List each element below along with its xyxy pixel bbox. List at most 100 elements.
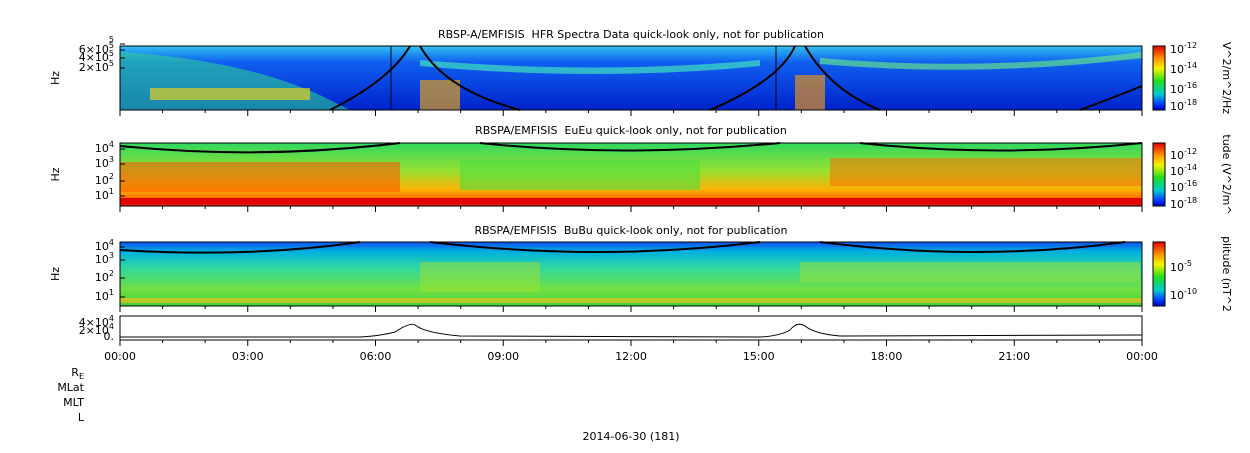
label-base: 10 — [95, 157, 109, 170]
date-label: 2014-06-30 (181) — [582, 430, 679, 443]
y-axis-label: Hz — [49, 167, 62, 181]
colorbar-tick-label: 10-5 — [1170, 259, 1192, 275]
label-subscript: E — [79, 372, 84, 381]
y-tick-label: 2×104 — [79, 322, 114, 338]
label-exponent: 5 — [109, 49, 114, 58]
x-tick-label: 15:00 — [743, 350, 775, 363]
spectrogram-bubu — [119, 241, 1142, 306]
label-exponent: -14 — [1184, 163, 1197, 172]
colorbar — [1152, 142, 1166, 207]
label-exponent: -5 — [1184, 259, 1192, 268]
panel-title: RBSPA/EMFISIS EuEu quick-look only, not … — [475, 124, 787, 137]
label-exponent: 4 — [109, 322, 114, 331]
label-exponent: -10 — [1184, 287, 1197, 296]
label-exponent: 1 — [109, 187, 114, 196]
label-exponent: 1 — [109, 288, 114, 297]
x-tick-label: 03:00 — [232, 350, 264, 363]
panel-title: RBSP-A/EMFISIS HFR Spectra Data quick-lo… — [438, 28, 824, 41]
label-base: 10 — [1170, 43, 1184, 56]
label-exponent: 2 — [109, 269, 114, 278]
label-exponent: -12 — [1184, 41, 1197, 50]
colorbar-label: plitude (nT^2 — [1220, 236, 1233, 312]
label-base: 2×10 — [79, 324, 109, 337]
colorbar-tick-label: 10-14 — [1170, 163, 1197, 179]
label-base: MLat — [57, 381, 84, 394]
label-exponent: -18 — [1184, 196, 1197, 205]
label-base: 10 — [95, 240, 109, 253]
x-tick-label: 09:00 — [487, 350, 519, 363]
colorbar-tick-label: 10-16 — [1170, 179, 1197, 195]
y-tick-label: 6×105 — [79, 41, 114, 57]
label-base: 6×10 — [79, 43, 109, 56]
y-tick-label: 101 — [95, 187, 114, 203]
label-base: 10 — [95, 189, 109, 202]
label-exponent: -12 — [1184, 147, 1197, 156]
label-base: 10 — [95, 174, 109, 187]
label-exponent: 5 — [109, 41, 114, 50]
colorbar — [1152, 241, 1166, 307]
row-label: MLat — [57, 381, 84, 394]
y-axis-label: Hz — [49, 267, 62, 281]
colorbar-tick-label: 10-16 — [1170, 81, 1197, 97]
label-base: R — [71, 366, 79, 379]
label-exponent: 3 — [109, 251, 114, 260]
x-tick-label: 00:00 — [104, 350, 136, 363]
y-tick-label: 102 — [95, 172, 114, 188]
colorbar-label: V^2/m^2/Hz — [1220, 42, 1233, 114]
colorbar-label: tude (V^2/m^ — [1220, 134, 1233, 214]
y-tick-label: 104 — [95, 140, 114, 156]
colorbar — [1152, 45, 1166, 111]
colorbar-tick-label: 10-18 — [1170, 98, 1197, 114]
label-base: 10 — [95, 271, 109, 284]
label-base: 10 — [1170, 165, 1184, 178]
label-exponent: -18 — [1184, 98, 1197, 107]
label-base: 0. — [104, 330, 115, 343]
label-exponent: 2 — [109, 172, 114, 181]
colorbar-tick-label: 10-14 — [1170, 61, 1197, 77]
label-exponent: 5 — [109, 59, 114, 68]
label-base: L — [78, 411, 85, 424]
x-tick-label: 12:00 — [615, 350, 647, 363]
label-base: 10 — [1170, 289, 1184, 302]
row-label: MLT — [63, 396, 84, 409]
y-tick-label: 102 — [95, 269, 114, 285]
y-axis-label: Hz — [49, 71, 62, 85]
y-tick-label: 0. — [104, 330, 115, 343]
ephemeris-line — [119, 315, 1143, 341]
label-exponent: 4 — [109, 140, 114, 149]
colorbar-tick-label: 10-10 — [1170, 287, 1197, 303]
colorbar-tick-label: 10-12 — [1170, 147, 1197, 163]
label-base: 10 — [95, 253, 109, 266]
label-base: 10 — [95, 142, 109, 155]
colorbar-tick-label: 10-12 — [1170, 41, 1197, 57]
colorbar-tick-label: 10-18 — [1170, 196, 1197, 212]
x-tick-label: 18:00 — [871, 350, 903, 363]
label-exponent: -16 — [1184, 179, 1197, 188]
label-base: 10 — [95, 290, 109, 303]
spectrogram-eueu — [119, 142, 1143, 206]
label-base: 2×10 — [79, 61, 109, 74]
label-base: 10 — [1170, 198, 1184, 211]
y-tick-label: 4×105 — [79, 49, 114, 65]
spectrogram-hfr — [120, 45, 1143, 111]
y-tick-label: 4×104 — [79, 314, 114, 330]
label-base: 10 — [1170, 63, 1184, 76]
label-base: 4×10 — [79, 51, 109, 64]
y-tick-label: 2×105 — [79, 59, 114, 75]
y-tick-label: 103 — [95, 251, 114, 267]
label-base: MLT — [63, 396, 84, 409]
label-exponent: 5 — [109, 35, 114, 44]
label-base: 10 — [1170, 83, 1184, 96]
y-tick-label: 103 — [95, 155, 114, 171]
x-tick-label: 00:00 — [1126, 350, 1158, 363]
label-exponent: 3 — [109, 155, 114, 164]
x-tick-label: 21:00 — [998, 350, 1030, 363]
label-exponent: -16 — [1184, 81, 1197, 90]
label-exponent: 4 — [109, 238, 114, 247]
label-exponent: 4 — [109, 314, 114, 323]
row-label: RE — [71, 366, 84, 381]
y-tick-label: 5 — [109, 35, 114, 44]
x-tick-label: 06:00 — [360, 350, 392, 363]
row-label: L — [78, 411, 85, 424]
